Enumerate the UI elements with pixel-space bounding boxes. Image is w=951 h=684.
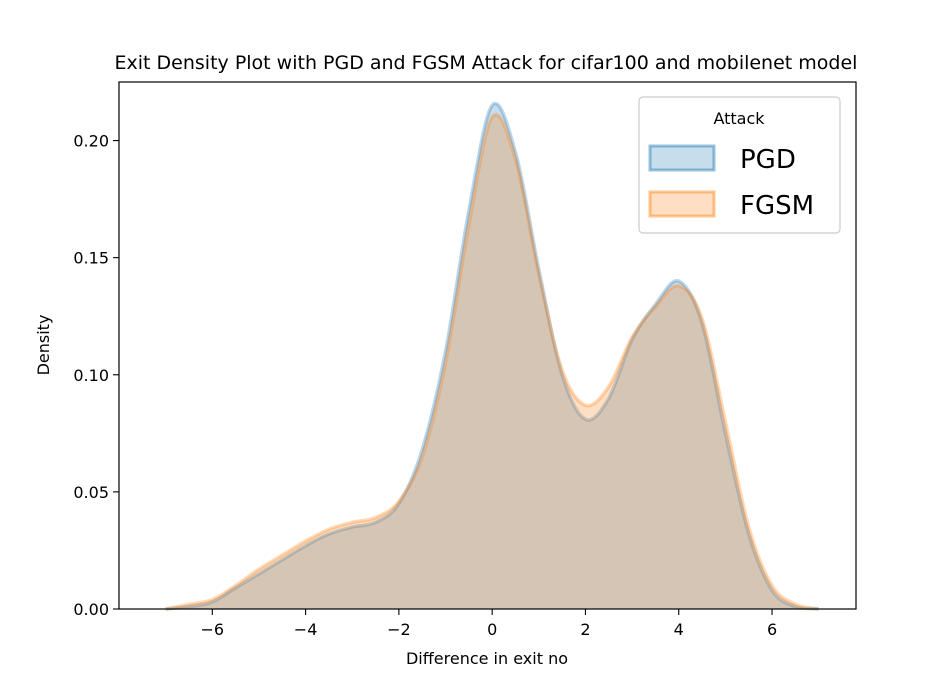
x-tick-label: 2 xyxy=(580,620,590,639)
density-line-fgsm xyxy=(165,113,820,611)
axes-frame xyxy=(118,81,857,610)
x-tick-label: 0 xyxy=(487,620,497,639)
x-tick-label: 6 xyxy=(767,620,777,639)
legend-label-fgsm: FGSM xyxy=(740,191,814,221)
legend-swatch-fgsm xyxy=(648,190,716,218)
y-tick-label: 0.05 xyxy=(73,483,109,502)
y-tick-label: 0.15 xyxy=(73,249,109,268)
legend: Attack PGD FGSM xyxy=(638,96,841,234)
legend-label-pgd: PGD xyxy=(740,145,796,175)
x-axis: −6 −4 −2 0 2 4 6 xyxy=(200,609,777,639)
plot-area xyxy=(165,101,820,611)
y-tick-label: 0.00 xyxy=(73,600,109,619)
density-area-pgd xyxy=(165,103,819,609)
x-tick-label: −6 xyxy=(200,620,224,639)
y-axis: 0.00 0.05 0.10 0.15 0.20 xyxy=(73,132,119,619)
y-tick-label: 0.20 xyxy=(73,132,109,151)
legend-box xyxy=(638,96,841,234)
legend-swatch-pgd xyxy=(648,144,716,172)
y-tick-label: 0.10 xyxy=(73,366,109,385)
x-tick-label: −2 xyxy=(387,620,411,639)
y-axis-label: Density xyxy=(34,315,53,376)
legend-title: Attack xyxy=(713,109,765,128)
x-tick-label: 4 xyxy=(674,620,684,639)
x-tick-label: −4 xyxy=(294,620,318,639)
chart-title: Exit Density Plot with PGD and FGSM Atta… xyxy=(115,52,858,74)
density-area-fgsm xyxy=(165,114,819,610)
density-line-pgd xyxy=(165,101,819,611)
x-axis-label: Difference in exit no xyxy=(406,649,568,668)
